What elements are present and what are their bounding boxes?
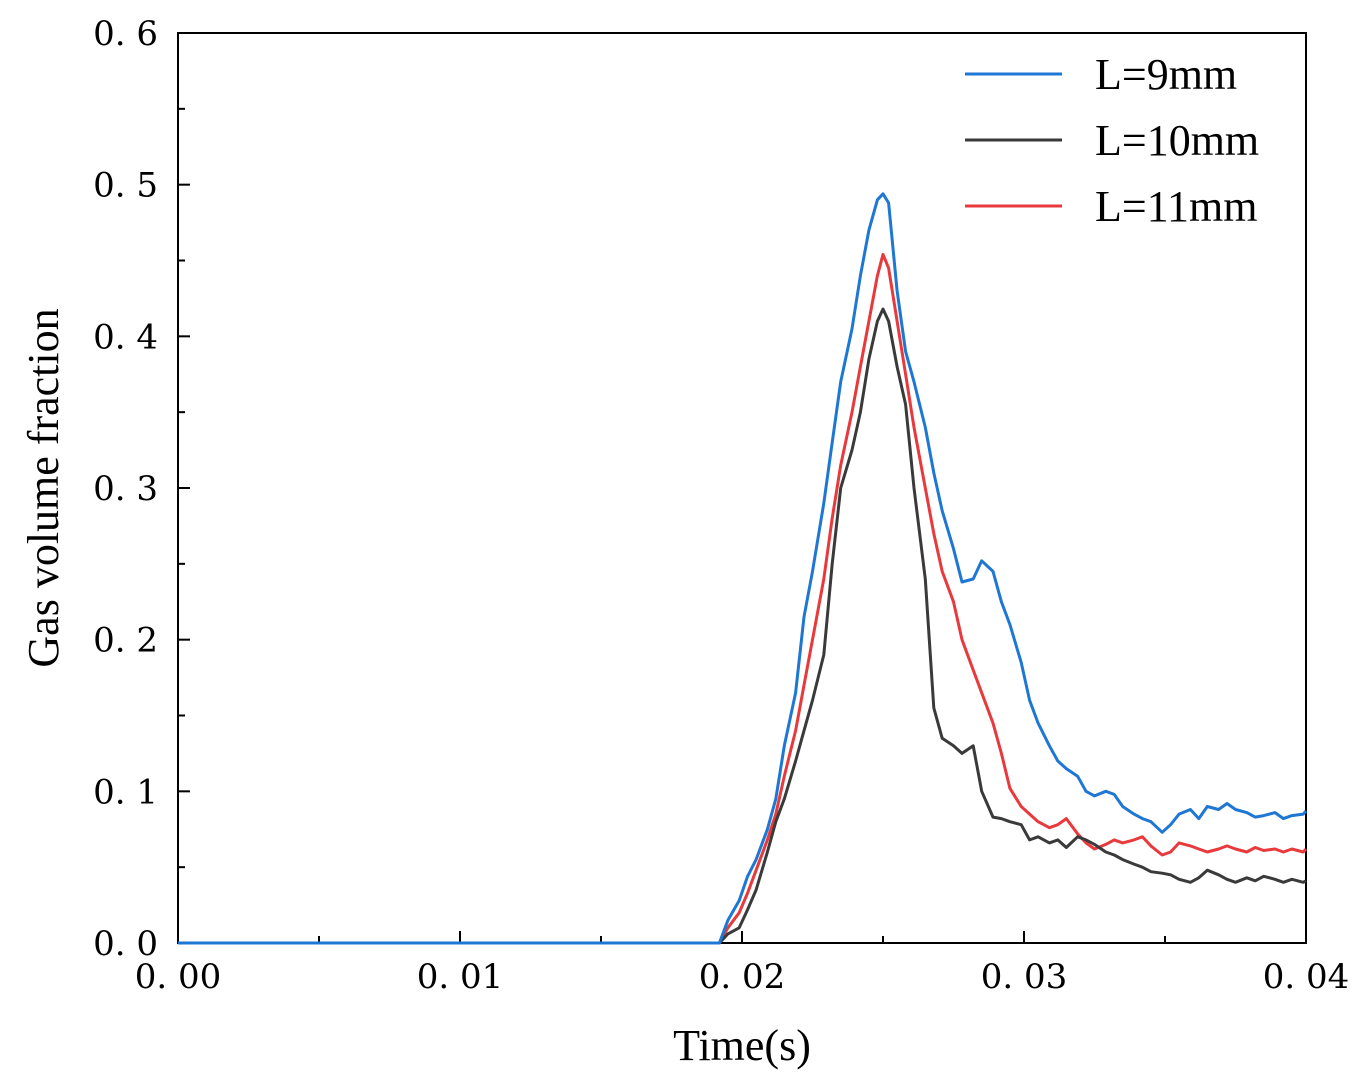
y-tick-label: 0. 3 [93, 469, 158, 509]
y-tick-label: 0. 1 [93, 772, 158, 812]
x-tick-label: 0. 03 [981, 957, 1068, 997]
plot-area [177, 32, 1307, 944]
y-tick-label: 0. 2 [93, 621, 158, 661]
y-axis: 0. 0 0. 1 0. 2 0. 3 0. 4 0. 5 0. 6 [93, 14, 190, 964]
y-tick-label: 0. 4 [93, 317, 158, 357]
legend-label: L=11mm [1095, 182, 1258, 231]
series-line-l10mm [178, 307, 1307, 945]
x-tick-label: 0. 01 [417, 957, 504, 997]
series-layer [178, 192, 1308, 945]
y-tick-label: 0. 5 [93, 166, 158, 206]
y-tick-label: 0. 6 [93, 14, 158, 54]
legend-label: L=10mm [1095, 116, 1259, 165]
x-axis: 0. 00 0. 01 0. 02 0. 03 0. 04 [135, 931, 1350, 997]
series-line-l11mm [178, 252, 1308, 945]
series-line-l9mm [178, 192, 1308, 945]
y-axis-title: Gas volume fraction [19, 308, 68, 667]
legend: L=9mm L=10mm L=11mm [965, 50, 1259, 231]
plot-frame [177, 32, 1307, 944]
x-axis-title: Time(s) [673, 1021, 811, 1070]
x-tick-label: 0. 02 [699, 957, 786, 997]
x-tick-label: 0. 04 [1263, 957, 1350, 997]
legend-label: L=9mm [1095, 50, 1237, 99]
y-tick-label: 0. 0 [93, 924, 158, 964]
x-tick-label: 0. 00 [135, 957, 222, 997]
